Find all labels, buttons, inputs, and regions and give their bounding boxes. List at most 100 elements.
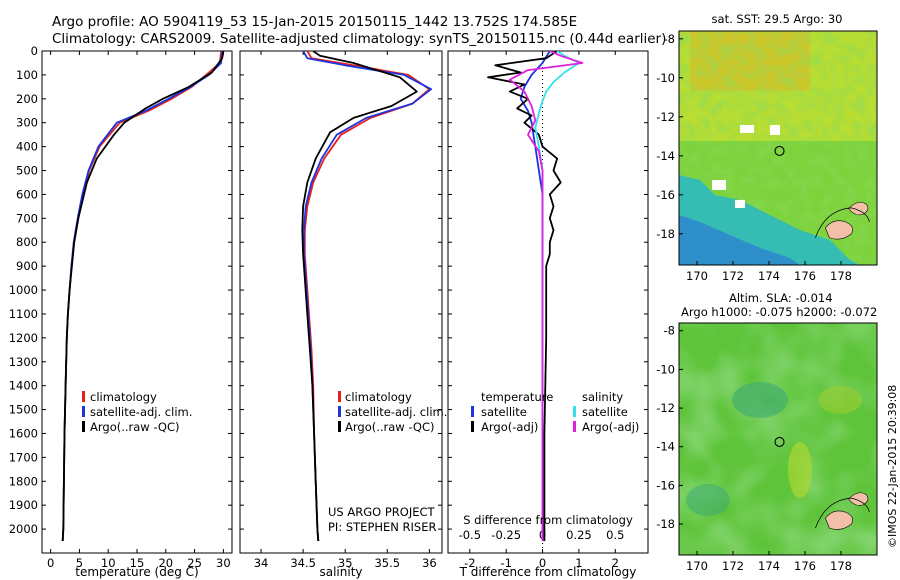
lat-tick-label: -12: [656, 110, 675, 124]
difference-plot-frame: [447, 50, 649, 554]
legend-label-s-argo: Argo(-adj): [582, 420, 639, 434]
temperature-lines: [61, 51, 225, 542]
lat-tick-label: -8: [664, 32, 675, 46]
x-tick-label: 1: [575, 556, 582, 570]
temperature-plot-frame: [41, 50, 233, 554]
lat-tick-label: -16: [656, 478, 675, 492]
legend-label-satellite: satellite-adj. clim.: [345, 405, 447, 419]
depth-tick-label: 600: [16, 187, 38, 201]
argo-position-marker: [774, 436, 785, 447]
legend-swatch-t-argo: [471, 421, 474, 432]
legend-title-temperature: temperature: [481, 390, 553, 404]
x-tick-label: 20: [158, 556, 173, 570]
legend-label-argo: Argo(..raw -QC): [345, 420, 435, 434]
lon-tick-label: 170: [686, 559, 708, 573]
depth-tick-label: 1800: [9, 474, 38, 488]
s-tick-label: -0.25: [491, 528, 521, 542]
island-shape: [825, 220, 853, 240]
sst-missing-data-4: [770, 125, 780, 135]
legend-swatch-climatology: [82, 391, 85, 402]
lon-tick-label: 174: [758, 269, 780, 283]
x-tick-label: 35: [338, 556, 353, 570]
lat-tick-label: -14: [656, 440, 675, 454]
x-tick-label: -1: [500, 556, 511, 570]
depth-tick-label: 2000: [9, 522, 38, 536]
sla-low-patch-2: [686, 484, 730, 516]
legend-swatch-satellite: [338, 406, 341, 417]
lat-tick-label: -18: [656, 517, 675, 531]
x-tick-label: 10: [101, 556, 116, 570]
s-tick-label: 0.5: [606, 528, 624, 542]
x-tick-label: 35.5: [374, 556, 400, 570]
reef-contour: [815, 207, 870, 238]
legend-label-t-satellite: satellite: [481, 405, 527, 419]
title-line-1: Argo profile: AO 5904119_53 15-Jan-2015 …: [52, 14, 577, 30]
salinity-lines: [301, 51, 433, 542]
sla-high-patch-1: [788, 442, 812, 498]
depth-tick-label: 1400: [9, 379, 38, 393]
legend-swatch-satellite: [82, 406, 85, 417]
depth-tick-label: 100: [16, 68, 38, 82]
x-tick-label: 5: [76, 556, 83, 570]
salinity-ticks: 34 34.5 35 35.5 36: [240, 50, 442, 570]
island-shape: [825, 510, 853, 530]
sst-missing-data-2: [740, 125, 754, 133]
depth-tick-label: 1500: [9, 403, 38, 417]
lat-tick-label: -12: [656, 401, 675, 415]
depth-tick-label: 1600: [9, 426, 38, 440]
lat-tick-label: -10: [656, 362, 675, 376]
legend-label-s-satellite: satellite: [582, 405, 628, 419]
sla-map-subtitle: Argo h1000: -0.075 h2000: -0.072: [681, 305, 877, 319]
legend-label-satellite: satellite-adj. clim.: [90, 405, 192, 419]
depth-tick-label: 1200: [9, 331, 38, 345]
title-line-2: Climatology: CARS2009. Satellite-adjuste…: [52, 31, 666, 47]
sla-low-patch-1: [732, 382, 788, 418]
lon-tick-label: 178: [830, 559, 852, 573]
series-line-salinity-argo-adj: [508, 51, 584, 541]
sst-map-panel: sat. SST: 29.5 Argo: 30 170 172 174 176 178 -…: [656, 12, 878, 283]
lat-tick-label: -10: [656, 71, 675, 85]
sst-cold-region: [679, 215, 800, 265]
lat-tick-label: -16: [656, 188, 675, 202]
reef-contour: [815, 497, 870, 529]
legend-swatch-argo: [82, 421, 85, 432]
temperature-axis-label: temperature (deg C): [75, 565, 198, 579]
depth-tick-label: 800: [16, 235, 38, 249]
lat-tick-label: -8: [664, 324, 675, 338]
legend-swatch-s-satellite: [573, 406, 576, 417]
legend-swatch-t-satellite: [471, 406, 474, 417]
legend-label-climatology: climatology: [90, 390, 157, 404]
depth-tick-label: 1900: [9, 498, 38, 512]
difference-lines: [487, 51, 584, 553]
x-tick-label: -2: [464, 556, 475, 570]
lon-tick-label: 174: [758, 559, 780, 573]
depth-tick-label: 900: [16, 259, 38, 273]
argo-position-marker: [774, 145, 785, 157]
sst-map-overlay: [774, 145, 870, 240]
t-difference-label: T difference from climatology: [459, 565, 637, 579]
sst-map-frame: [678, 30, 878, 266]
temperature-panel: 0100200300400500600700800900100011001200…: [9, 44, 233, 579]
x-tick-label: 0: [539, 556, 546, 570]
sst-missing-data-3: [735, 200, 745, 208]
lat-tick-label: -14: [656, 149, 675, 163]
sst-missing-data-1: [712, 180, 726, 190]
temperature-ticks: 0100200300400500600700800900100011001200…: [9, 44, 232, 570]
salinity-axis-label: salinity: [319, 565, 362, 579]
legend-swatch-climatology: [338, 391, 341, 402]
s-difference-label: S difference from climatology: [463, 513, 633, 527]
copyright-stamp: ©IMOS 22-Jan-2015 20:39:08: [886, 385, 899, 548]
depth-tick-label: 1100: [9, 307, 38, 321]
series-line-temperature-argo-adj: [487, 51, 562, 541]
salinity-panel: 34 34.5 35 35.5 36 salinity climatology sate…: [239, 50, 447, 579]
island-shape: [848, 492, 869, 506]
depth-tick-label: 0: [31, 44, 38, 58]
lon-tick-label: 172: [722, 269, 744, 283]
depth-tick-label: 300: [16, 116, 38, 130]
legend-label-argo: Argo(..raw -QC): [90, 420, 180, 434]
difference-legend: temperature satellite Argo(-adj) salinit…: [471, 390, 639, 434]
legend-swatch-s-argo: [573, 421, 576, 432]
s-tick-label: -0.5: [459, 528, 481, 542]
